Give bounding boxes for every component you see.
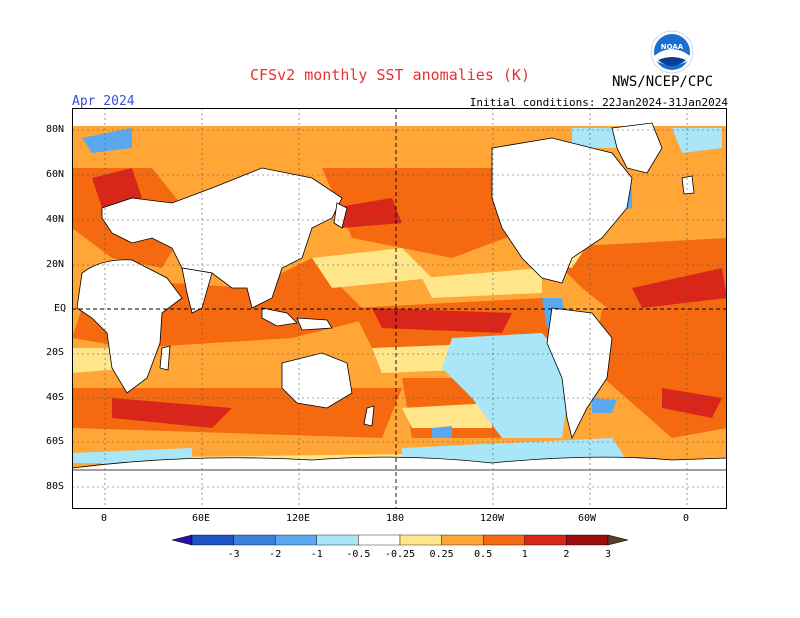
reference-lines xyxy=(72,108,727,509)
noaa-logo: NOAA xyxy=(650,30,694,74)
lon-label: 120W xyxy=(480,513,505,524)
india xyxy=(181,267,213,314)
lat-label: 40S xyxy=(46,392,65,403)
map-frame xyxy=(72,108,727,509)
africa xyxy=(76,259,183,394)
land-masses xyxy=(76,122,695,440)
colorbar-labels: -3 -2 -1 -0.5 -0.25 0.25 0.5 1 2 3 xyxy=(228,549,611,560)
eurasia xyxy=(101,167,343,309)
colorbar-swatch xyxy=(399,534,442,546)
lon-label: 0 xyxy=(101,513,108,524)
colorbar-swatch xyxy=(191,534,234,546)
colorbar-tick-label: 3 xyxy=(605,549,611,560)
colorbar-tick-label: -2 xyxy=(269,549,281,560)
polar-north-white xyxy=(72,108,727,126)
lon-label: 0 xyxy=(683,513,690,524)
colorbar-arrow-high xyxy=(607,534,629,546)
lon-label: 60E xyxy=(192,513,211,524)
colorbar-swatch xyxy=(524,534,567,546)
colorbar-tick-label: -0.5 xyxy=(346,549,370,560)
colorbar-swatch xyxy=(274,534,317,546)
lat-label: 80N xyxy=(46,124,65,135)
lat-label: 80S xyxy=(46,481,65,492)
colorbar-swatches xyxy=(171,534,629,546)
strong-anomaly-regions xyxy=(92,168,727,428)
colorbar-arrow-low xyxy=(171,534,193,546)
colorbar-tick-label: -3 xyxy=(228,549,240,560)
chart-title: CFSv2 monthly SST anomalies (K) xyxy=(250,66,530,84)
lat-label: EQ xyxy=(54,303,67,314)
lon-label: 120E xyxy=(286,513,311,524)
agency-label: NWS/NCEP/CPC xyxy=(612,74,714,90)
colorbar-swatch xyxy=(483,534,526,546)
colorbar-swatch xyxy=(441,534,484,546)
greenland xyxy=(611,122,663,174)
sst-anomaly-map xyxy=(72,108,727,509)
colorbar-swatch xyxy=(358,534,401,546)
colorbar-swatch xyxy=(566,534,609,546)
lat-label: 40N xyxy=(46,214,65,225)
lon-label: 180 xyxy=(386,513,405,524)
australia xyxy=(281,352,353,409)
colorbar-swatch xyxy=(233,534,276,546)
lat-label: 20S xyxy=(46,347,65,358)
north-america xyxy=(491,137,633,284)
graticule xyxy=(72,108,727,509)
lat-label: 60N xyxy=(46,169,65,180)
colorbar-tick-label: 1 xyxy=(522,549,528,560)
forecast-month: Apr 2024 xyxy=(72,94,135,109)
initial-conditions: Initial conditions: 22Jan2024-31Jan2024 xyxy=(469,96,728,109)
colorbar-tick-label: -0.25 xyxy=(385,549,415,560)
colorbar-tick-label: 2 xyxy=(563,549,569,560)
colorbar-tick-label: 0.25 xyxy=(430,549,454,560)
lat-label: 60S xyxy=(46,436,65,447)
colorbar: -3 -2 -1 -0.5 -0.25 0.25 0.5 1 2 3 xyxy=(171,534,629,560)
south-america xyxy=(546,307,613,440)
antarctica xyxy=(72,468,727,509)
lat-label: 20N xyxy=(46,259,65,270)
colorbar-swatch xyxy=(316,534,359,546)
colorbar-tick-label: -1 xyxy=(311,549,323,560)
logo-text: NOAA xyxy=(661,43,684,51)
maritime-continent xyxy=(261,307,298,327)
lon-label: 60W xyxy=(578,513,597,524)
colorbar-tick-label: 0.5 xyxy=(474,549,492,560)
